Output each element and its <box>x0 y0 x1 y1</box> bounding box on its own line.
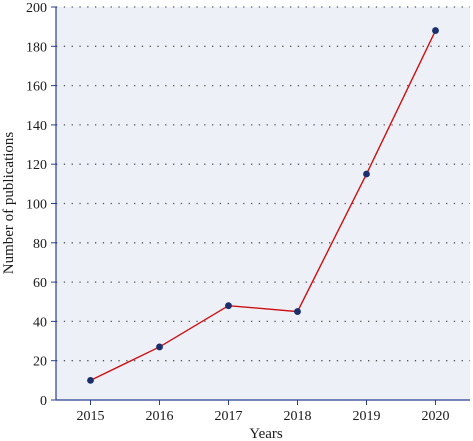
y-tick-label: 180 <box>26 40 47 55</box>
data-point <box>87 376 94 384</box>
x-tick-label: 2017 <box>215 409 243 424</box>
y-tick-label: 20 <box>33 355 47 370</box>
x-tick-label: 2015 <box>77 409 105 424</box>
y-tick-label: 120 <box>26 158 47 173</box>
y-tick-label: 200 <box>26 1 47 16</box>
x-tick-label: 2020 <box>422 409 450 424</box>
data-point <box>225 302 232 310</box>
data-point <box>294 308 301 315</box>
data-point <box>363 170 370 178</box>
y-tick-label: 80 <box>33 237 47 252</box>
x-tick-label: 2016 <box>146 409 174 424</box>
y-axis-title: Number of publications <box>1 132 17 275</box>
data-points <box>87 27 439 384</box>
y-tick-label: 40 <box>33 315 47 330</box>
x-tick-label: 2019 <box>353 409 381 424</box>
y-tick-label: 140 <box>26 119 47 134</box>
y-axis-ticks: 0 20 40 60 80 100 120 140 160 180 200 <box>26 1 56 409</box>
data-point <box>432 27 439 34</box>
y-tick-label: 0 <box>40 394 47 409</box>
data-point <box>156 343 163 351</box>
x-tick-label: 2018 <box>284 409 312 424</box>
x-axis-title: Years <box>249 426 283 441</box>
x-axis-ticks: 2015 2016 2017 2018 2019 2020 <box>77 400 450 424</box>
y-tick-label: 60 <box>33 276 47 291</box>
series-line <box>90 30 437 381</box>
plot-area <box>56 7 470 400</box>
y-tick-label: 100 <box>26 198 47 213</box>
y-tick-label: 160 <box>26 80 47 95</box>
